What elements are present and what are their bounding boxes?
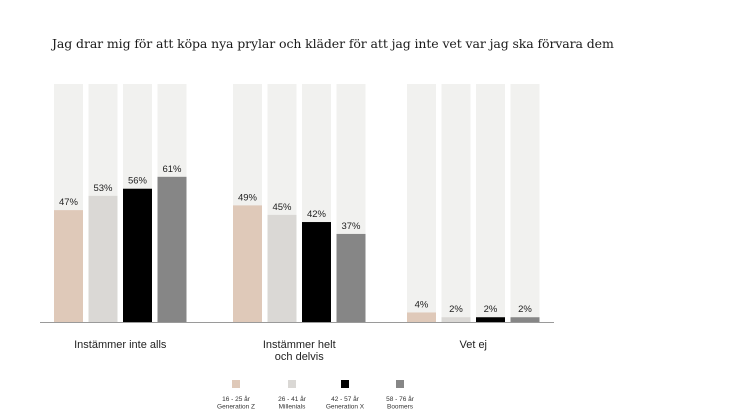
bar: [267, 214, 297, 322]
bar: [336, 233, 366, 322]
bar: [302, 222, 331, 322]
data-label: 2%: [518, 304, 532, 315]
bar: [407, 312, 436, 322]
legend-label: Generation Z: [217, 404, 255, 411]
category-label: Vet ej: [459, 339, 487, 351]
data-label: 45%: [272, 202, 292, 213]
bar: [233, 205, 262, 322]
category-label: Instämmer helt: [263, 339, 336, 351]
legend-label: Boomers: [387, 404, 414, 411]
data-label: 56%: [128, 176, 148, 187]
bar-background: [510, 84, 540, 322]
data-label: 4%: [415, 299, 429, 310]
legend-label: Generation X: [326, 404, 365, 411]
legend-label: Millenials: [279, 404, 306, 411]
category-label: Instämmer inte alls: [74, 339, 167, 351]
legend-label: 42 - 57 år: [331, 395, 360, 403]
bar-background: [476, 84, 505, 322]
data-label: 2%: [484, 304, 498, 315]
bar: [123, 188, 152, 322]
data-label: 61%: [162, 164, 182, 175]
data-label: 37%: [341, 221, 361, 232]
chart-title: Jag drar mig för att köpa nya prylar och…: [52, 36, 614, 51]
legend-label: 58 - 76 år: [386, 395, 415, 403]
legend-swatch: [396, 380, 404, 388]
data-label: 2%: [449, 304, 463, 315]
data-label: 42%: [307, 209, 327, 220]
bar: [441, 317, 471, 322]
labels-layer: 47% 53% 56% 61% Instämmer inte alls 49% 45% 42%…: [59, 164, 532, 363]
data-label: 53%: [93, 183, 113, 194]
legend-swatch: [232, 380, 240, 388]
bar: [54, 210, 83, 322]
data-label: 47%: [59, 197, 79, 208]
bar-background: [407, 84, 436, 322]
bar: [476, 317, 505, 322]
bars-layer: [54, 84, 540, 322]
legend-swatch: [341, 380, 349, 388]
data-label: 49%: [238, 192, 258, 203]
bar: [510, 317, 540, 322]
legend-label: 16 - 25 år: [222, 395, 251, 403]
category-label: och delvis: [275, 351, 324, 363]
bar: [157, 176, 187, 322]
legend-swatch: [288, 380, 296, 388]
legend-label: 26 - 41 år: [278, 395, 307, 403]
bar-background: [441, 84, 471, 322]
bar: [88, 195, 118, 322]
